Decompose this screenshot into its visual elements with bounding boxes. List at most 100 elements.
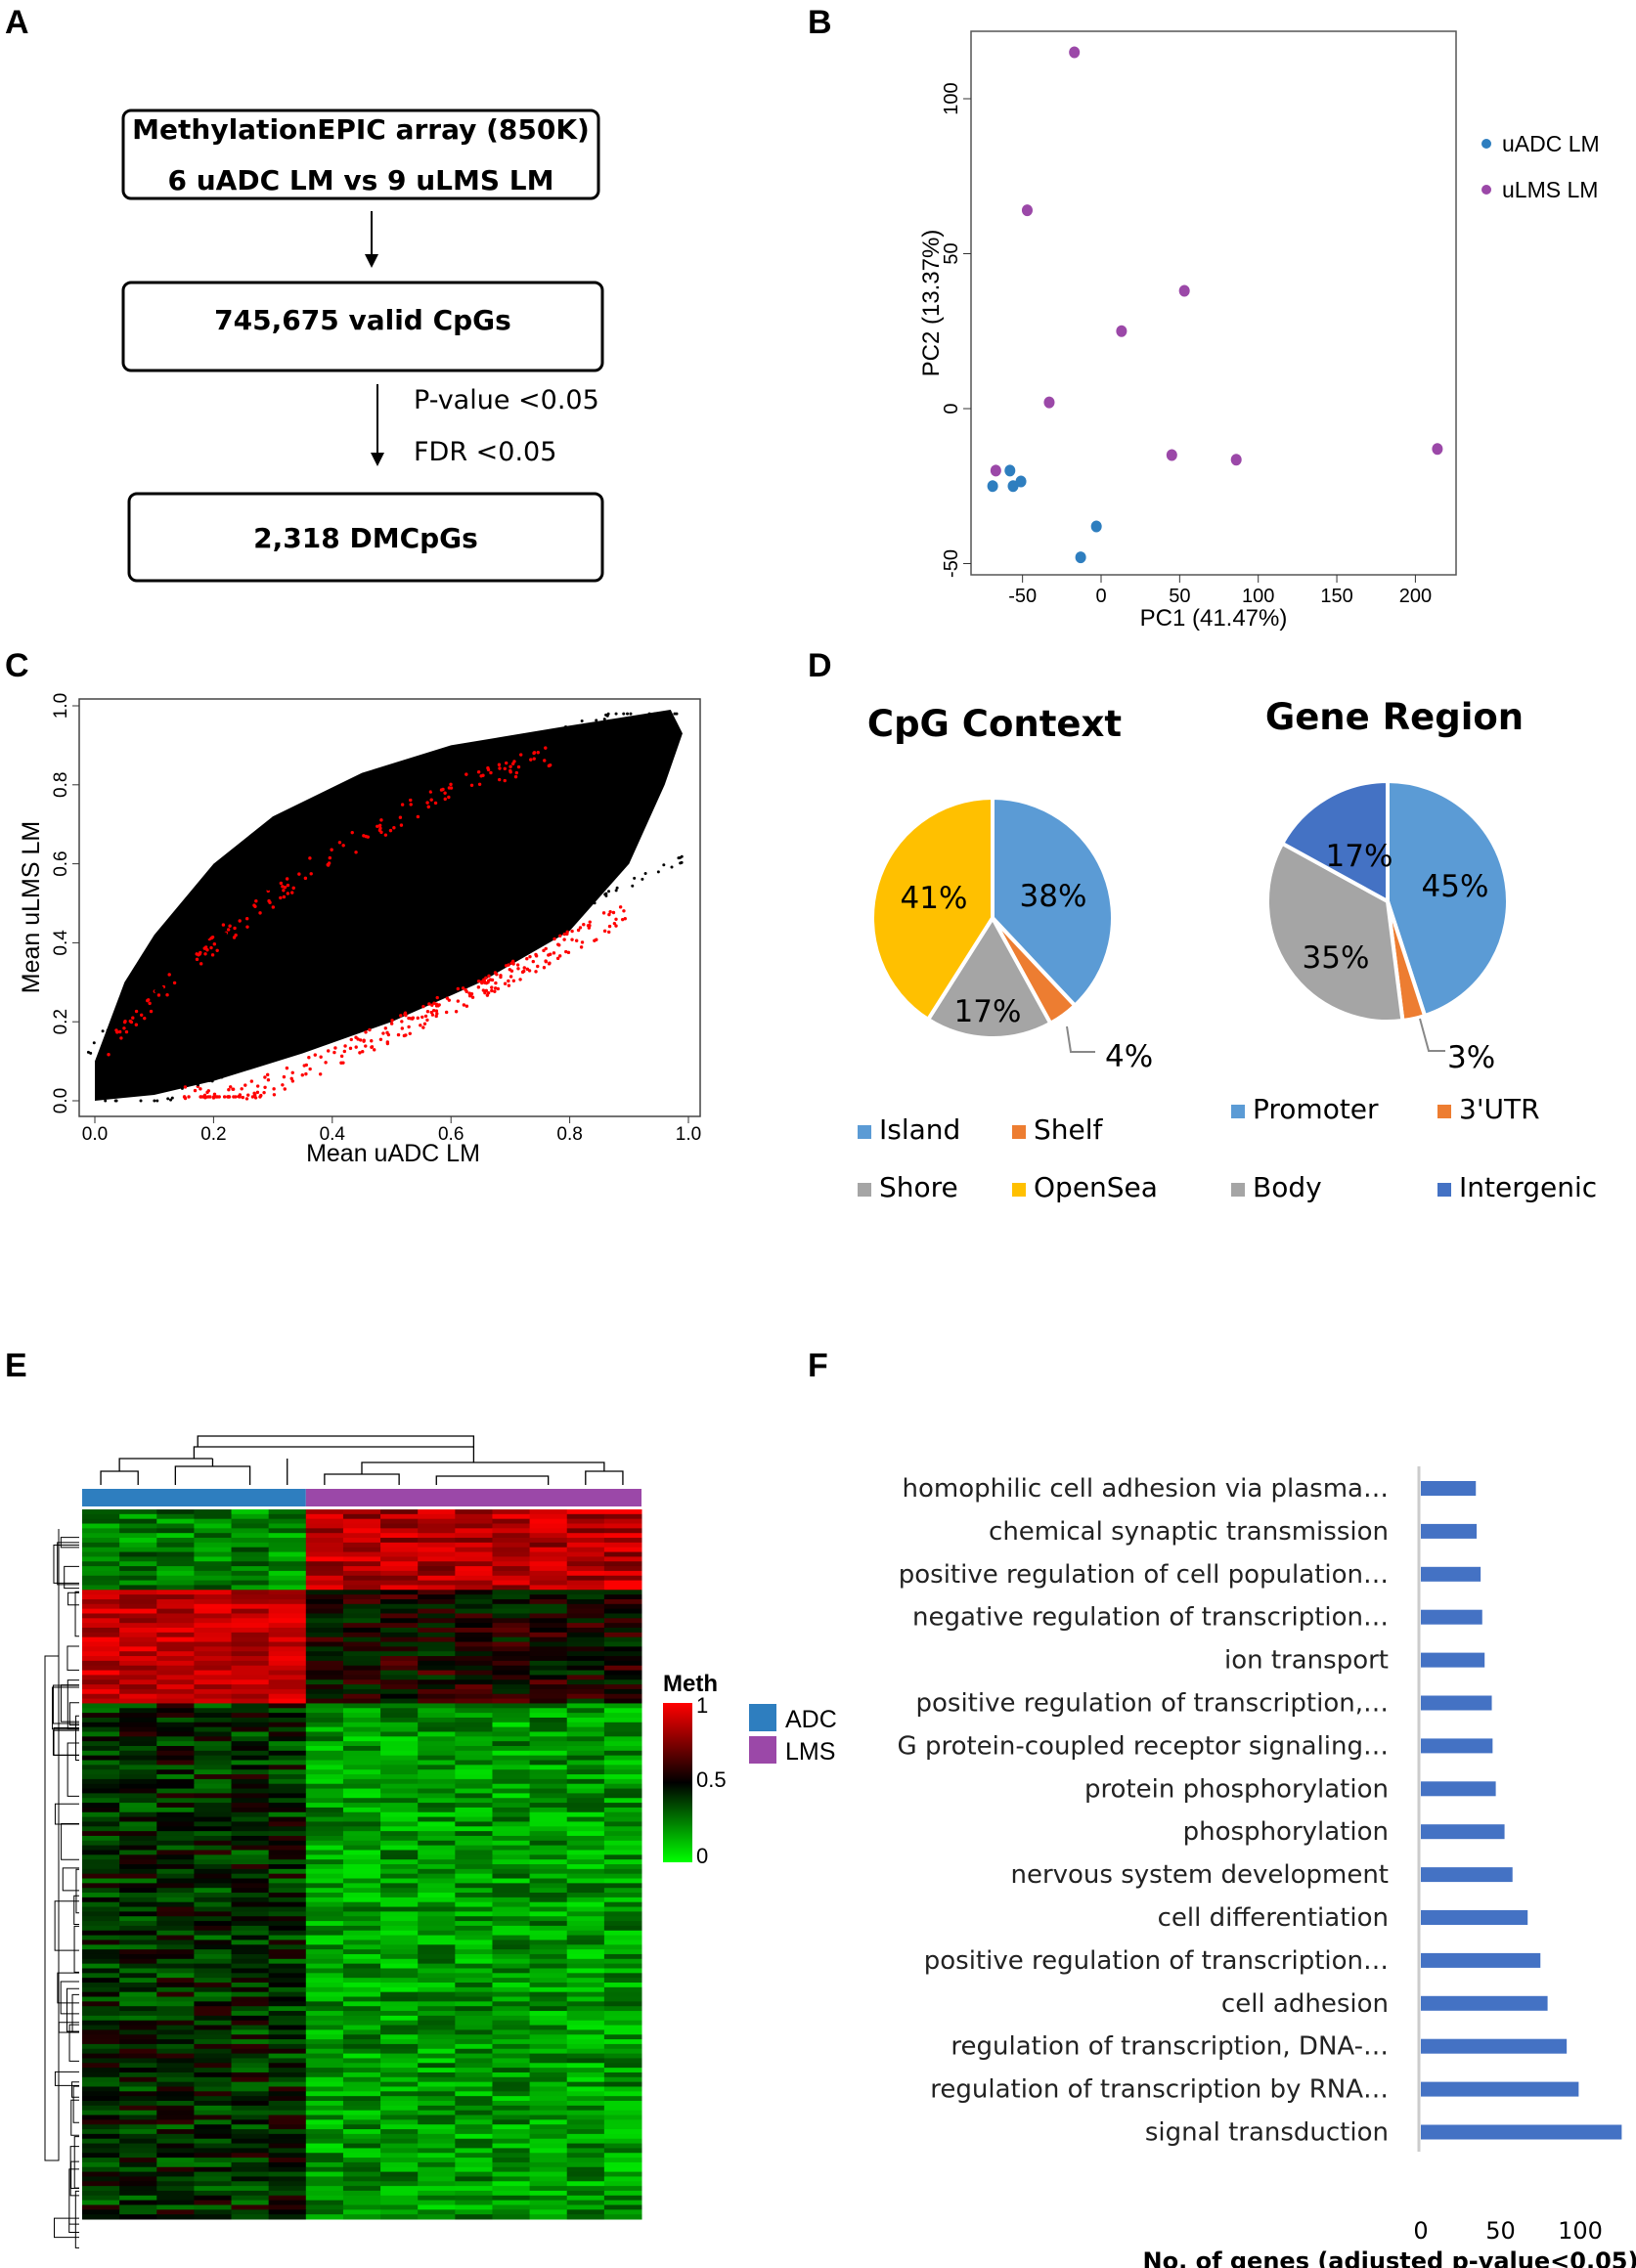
cpg-point: [614, 712, 618, 716]
heatmap-cell: [305, 2186, 344, 2192]
heatmap-cell: [455, 1845, 493, 1851]
heatmap-cell: [194, 1750, 233, 1757]
heatmap-cell: [156, 1646, 195, 1652]
heatmap-cell: [418, 2063, 456, 2069]
heatmap-cell: [82, 1722, 120, 1728]
dmcpg-point: [253, 1096, 258, 1100]
heatmap-cell: [119, 1570, 157, 1577]
heatmap-cell: [268, 2110, 307, 2116]
heatmap-cell: [305, 1665, 344, 1672]
heatmap-cell: [305, 2053, 344, 2059]
heatmap-cell: [342, 1646, 381, 1652]
heatmap-cell: [231, 2214, 270, 2220]
bar: [1421, 1738, 1493, 1754]
heatmap-cell: [305, 2129, 344, 2135]
heatmap-cell: [566, 1769, 605, 1775]
heatmap-cell: [529, 1798, 568, 1804]
heatmap-cell: [119, 2133, 157, 2140]
heatmap-cell: [566, 1826, 605, 1832]
heatmap-cell: [455, 1963, 493, 1969]
heatmap-cell: [305, 1821, 344, 1827]
heatmap-cell: [305, 2153, 344, 2159]
heatmap-cell: [529, 1632, 568, 1638]
heatmap-cell: [529, 1755, 568, 1762]
heatmap-cell: [82, 2143, 120, 2149]
heatmap-cell: [268, 2124, 307, 2130]
dmcpg-point: [421, 1025, 425, 1029]
heatmap-cell: [342, 1864, 381, 1870]
heatmap-cell: [529, 1585, 568, 1591]
heatmap-cell: [231, 1911, 270, 1917]
heatmap-cell: [566, 1755, 605, 1762]
heatmap-cell: [82, 1850, 120, 1855]
heatmap-cell: [305, 1594, 344, 1600]
heatmap-cell: [156, 1641, 195, 1647]
heatmap-cell: [119, 1906, 157, 1912]
heatmap-cell: [529, 1750, 568, 1757]
heatmap-cell: [231, 1636, 270, 1643]
heatmap-cell: [380, 2105, 419, 2112]
heatmap-cell: [566, 1793, 605, 1799]
heatmap-cell: [603, 1893, 642, 1898]
dmcpg-point: [570, 938, 574, 941]
heatmap-cell: [156, 1528, 195, 1534]
category-label: G protein-coupled receptor signaling…: [898, 1731, 1389, 1761]
heatmap-cell: [231, 1717, 270, 1723]
heatmap-cell: [342, 1570, 381, 1577]
heatmap-cell: [268, 1538, 307, 1544]
heatmap-cell: [418, 1518, 456, 1525]
heatmap-cell: [529, 1968, 568, 1974]
heatmap-cell: [119, 1978, 157, 1984]
heatmap-cell: [455, 1594, 493, 1600]
heatmap-cell: [119, 1893, 157, 1898]
heatmap-cell: [492, 2176, 531, 2182]
heatmap-cell: [566, 1778, 605, 1785]
heatmap-cell: [566, 1693, 605, 1700]
heatmap-cell: [566, 1636, 605, 1643]
heatmap-cell: [231, 2138, 270, 2145]
dmcpg-point: [532, 751, 536, 756]
heatmap-cell: [380, 1585, 419, 1591]
heatmap-cell: [418, 1703, 456, 1709]
heatmap-cell: [156, 1618, 195, 1624]
heatmap-cell: [268, 2101, 307, 2107]
heatmap-cell: [566, 1940, 605, 1945]
heatmap-cell: [566, 2101, 605, 2107]
heatmap-cell: [231, 2181, 270, 2187]
cpg-point: [663, 712, 667, 716]
cpg-point: [220, 1075, 224, 1079]
dmcpg-point: [378, 1037, 383, 1041]
heatmap-cell: [492, 1963, 531, 1969]
heatmap-cell: [529, 1703, 568, 1709]
heatmap-cell: [268, 1873, 307, 1880]
heatmap-cell: [455, 2043, 493, 2050]
heatmap-cell: [82, 1598, 120, 1605]
heatmap-cell: [194, 1811, 233, 1818]
panel-label-b: B: [808, 4, 832, 41]
cpg-point: [307, 859, 311, 863]
heatmap-cell: [119, 1765, 157, 1770]
heatmap-cell: [231, 1978, 270, 1984]
heatmap-cell: [194, 1656, 233, 1662]
arrow-down-icon: [371, 453, 384, 466]
dmcpg-point: [547, 763, 552, 768]
heatmap-cell: [529, 2001, 568, 2007]
heatmap-cell: [418, 1509, 456, 1515]
heatmap-cell: [305, 1746, 344, 1752]
heatmap-cell: [231, 1859, 270, 1865]
heatmap-cell: [119, 1783, 157, 1790]
heatmap-cell: [566, 1561, 605, 1567]
dmcpg-point: [238, 919, 242, 923]
heatmap-cell: [603, 1940, 642, 1945]
heatmap-cell: [380, 1854, 419, 1860]
heatmap-cell: [342, 1561, 381, 1567]
dmcpg-point: [543, 759, 547, 763]
heatmap-cell: [82, 2063, 120, 2069]
heatmap-cell: [418, 2001, 456, 2007]
heatmap-cell: [342, 1953, 381, 1960]
heatmap-cell: [305, 1726, 344, 1732]
heatmap-cell: [156, 2043, 195, 2050]
dmcpg-point: [588, 924, 592, 928]
heatmap-cell: [492, 2068, 531, 2073]
cpg-point: [113, 1099, 117, 1103]
